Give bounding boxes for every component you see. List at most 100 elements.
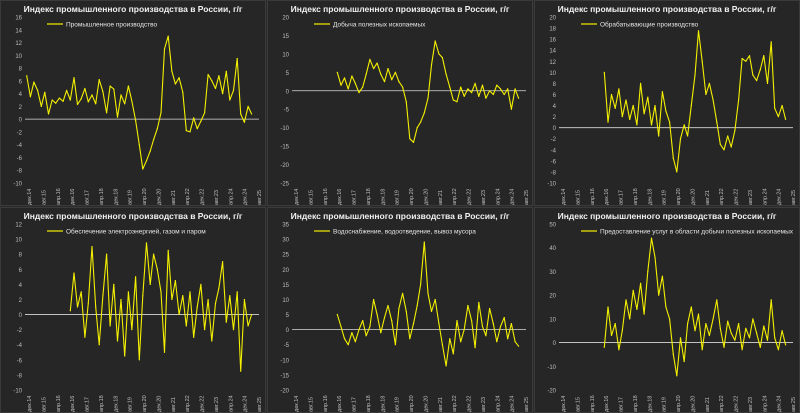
x-tick-label: апр.20 <box>142 395 148 412</box>
y-tick-label: 0 <box>286 89 290 95</box>
line-chart-mining: -25 -20 -15 -10 -5 0 5 10 15 20 дек.14 авг.15 апр.16… <box>280 16 530 206</box>
data-point <box>343 77 346 79</box>
data-point <box>247 325 249 327</box>
data-point <box>763 325 765 327</box>
data-point <box>650 237 653 239</box>
x-tick-label: апр.24 <box>762 188 768 205</box>
data-point <box>69 310 71 312</box>
data-point <box>723 346 725 348</box>
data-point <box>756 332 758 334</box>
y-tick-label: 10 <box>282 298 289 304</box>
data-point <box>741 57 743 60</box>
data-point <box>240 113 242 115</box>
data-point <box>178 313 180 316</box>
chart-panel-water-supply: Индекс промышленного производства в Росс… <box>267 207 533 413</box>
data-point <box>416 304 418 307</box>
data-point <box>373 298 375 301</box>
data-point <box>76 103 79 106</box>
x-tick-label: авг.21 <box>705 397 711 412</box>
data-point <box>452 353 454 355</box>
y-tick-label: 5 <box>286 71 290 77</box>
y-tick-label: 12 <box>549 60 556 66</box>
data-point <box>738 99 740 101</box>
x-tick-label: апр.22 <box>185 188 191 205</box>
data-point <box>182 295 184 297</box>
data-point <box>102 91 104 93</box>
x-tick-label: дек.18 <box>380 189 386 205</box>
y-tick-label: 20 <box>549 16 556 22</box>
data-point <box>452 99 454 101</box>
data-point <box>251 313 253 316</box>
line-chart-mining-services: -20 -10 0 10 20 30 40 50 дек.14 авг.15 апр.16 дек.1… <box>547 223 797 413</box>
data-point <box>712 318 714 320</box>
x-tick-label: апр.22 <box>452 395 458 412</box>
chart-title: Индекс промышленного производства в Росс… <box>290 4 510 14</box>
x-tick-label: авг.17 <box>85 190 91 205</box>
x-tick-label: апр.18 <box>366 395 372 412</box>
data-point <box>102 295 104 297</box>
data-point <box>240 370 242 372</box>
y-tick-label: 6 <box>19 268 23 274</box>
data-point <box>47 113 50 115</box>
data-point <box>445 73 447 75</box>
data-point <box>610 334 613 337</box>
data-point <box>766 82 769 84</box>
data-point <box>636 124 638 126</box>
x-tick-label: дек.16 <box>70 189 76 205</box>
x-tick-label: дек.16 <box>337 396 343 412</box>
data-point <box>91 246 93 248</box>
data-point <box>669 318 671 320</box>
data-point <box>618 349 620 351</box>
data-point <box>218 287 220 289</box>
data-point <box>340 84 342 86</box>
x-tick-label: дек.24 <box>243 189 249 205</box>
x-tick-label: авг.19 <box>662 190 668 205</box>
data-point <box>160 112 162 114</box>
y-tick-label: 25 <box>282 253 289 259</box>
data-point <box>763 55 765 57</box>
data-point <box>391 320 393 322</box>
data-point <box>66 89 68 91</box>
data-point <box>160 291 162 293</box>
data-point <box>394 71 396 73</box>
x-tick-label: авг.23 <box>481 397 487 412</box>
y-tick-label: -5 <box>284 343 290 349</box>
data-point <box>383 81 386 83</box>
data-point <box>247 105 249 107</box>
data-point <box>124 355 126 357</box>
data-point <box>471 92 473 94</box>
data-point <box>149 283 151 285</box>
data-point <box>87 302 89 304</box>
data-point <box>748 337 751 339</box>
data-point <box>416 127 418 129</box>
x-tick-label: апр.16 <box>56 395 62 412</box>
y-tick-label: 20 <box>282 268 289 274</box>
y-tick-label: -15 <box>280 373 289 379</box>
x-tick-label: дек.22 <box>467 396 473 412</box>
x-tick-label: апр.22 <box>452 188 458 205</box>
y-tick-label: 0 <box>553 341 557 347</box>
data-point <box>701 349 703 351</box>
data-point <box>647 270 649 272</box>
data-point <box>211 340 213 342</box>
chart-panel-mining: Индекс промышленного производства в Росс… <box>267 0 533 206</box>
data-point <box>719 143 721 145</box>
x-tick-label: авг.17 <box>619 397 625 412</box>
y-tick-label: -10 <box>13 182 22 188</box>
data-point <box>229 99 231 101</box>
data-point <box>683 124 685 126</box>
data-point <box>629 118 631 120</box>
data-point <box>438 323 440 325</box>
data-point <box>142 295 144 297</box>
x-tick-label: дек.20 <box>423 189 429 205</box>
y-tick-label: -10 <box>547 182 556 188</box>
data-point <box>163 48 166 50</box>
data-point <box>383 317 386 319</box>
data-point <box>340 326 342 328</box>
data-point <box>665 110 667 112</box>
data-point <box>423 241 425 243</box>
data-point <box>149 150 151 152</box>
data-point <box>351 75 353 77</box>
legend-label: Предоставление услуг в области добычи по… <box>600 228 794 236</box>
